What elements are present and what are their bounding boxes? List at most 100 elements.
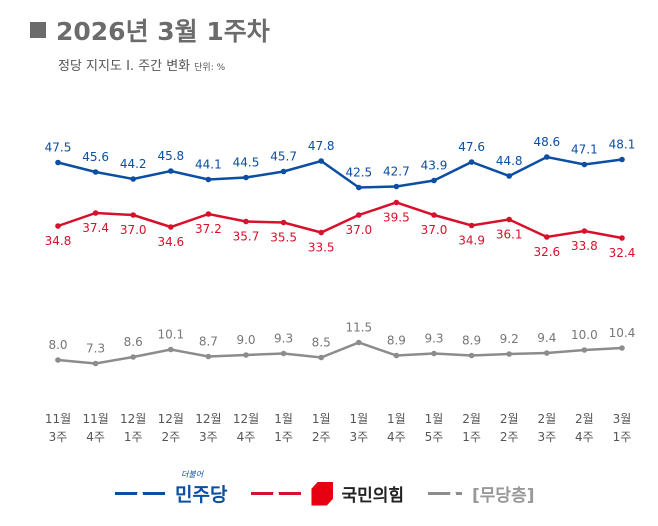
data-point — [318, 158, 325, 164]
data-label: 48.6 — [533, 135, 560, 149]
data-label: 37.2 — [195, 222, 222, 236]
legend-none: [무당층] — [428, 481, 534, 506]
x-tick-label: 12월 — [233, 412, 259, 426]
data-label: 44.1 — [195, 158, 222, 172]
data-point — [581, 228, 588, 234]
x-tick-label: 11월 — [82, 412, 108, 426]
data-label: 47.6 — [458, 140, 485, 154]
page-title: 2026년 3월 1주차 — [30, 12, 270, 48]
data-point — [431, 212, 437, 218]
data-point — [318, 354, 325, 361]
data-point — [468, 159, 475, 165]
x-tick-label: 3주 — [349, 430, 368, 444]
legend-dem-label: 민주당 — [175, 484, 228, 506]
legend-ppp: 국민의힘 — [251, 481, 404, 506]
data-label: 47.5 — [45, 141, 72, 155]
data-label: 47.1 — [571, 143, 598, 157]
x-tick-label: 3주 — [49, 430, 68, 444]
data-point — [168, 346, 174, 353]
x-tick-label: 3주 — [537, 430, 556, 444]
x-tick-label: 11월 — [45, 412, 71, 426]
x-tick-label: 2주 — [312, 430, 331, 444]
data-point — [393, 183, 400, 190]
data-point — [168, 224, 174, 230]
data-label: 8.6 — [124, 335, 143, 349]
data-label: 44.5 — [233, 156, 260, 170]
data-label: 9.0 — [236, 333, 255, 347]
data-point — [619, 345, 625, 351]
data-point — [55, 159, 61, 166]
data-label: 42.7 — [383, 165, 410, 179]
data-label: 37.4 — [82, 221, 109, 235]
x-tick-label: 1주 — [613, 430, 632, 444]
data-point — [468, 222, 475, 229]
x-tick-label: 3월 — [613, 412, 632, 426]
data-point — [356, 339, 362, 346]
data-point — [55, 223, 61, 229]
x-tick-label: 2주 — [500, 430, 519, 444]
data-label: 8.9 — [387, 334, 406, 348]
data-label: 42.5 — [345, 166, 372, 180]
data-point — [205, 353, 212, 360]
x-tick-label: 2월 — [500, 412, 519, 426]
x-tick-label: 4주 — [237, 430, 256, 444]
data-label: 35.5 — [270, 231, 297, 245]
data-label: 47.8 — [308, 139, 335, 153]
data-label: 44.2 — [120, 157, 147, 171]
data-point — [581, 161, 588, 168]
data-label: 9.4 — [537, 331, 556, 345]
dem-logo: 더불어 민주당 — [175, 470, 228, 507]
data-label: 34.8 — [45, 234, 72, 248]
data-label: 37.0 — [421, 223, 448, 237]
data-point — [581, 347, 588, 353]
none-line-icon — [428, 490, 463, 497]
data-label: 34.6 — [157, 235, 184, 249]
x-tick-label: 2월 — [575, 412, 594, 426]
data-point — [544, 234, 550, 240]
legend-dem: 더불어 민주당 — [115, 470, 228, 507]
subtitle-text: 정당 지지도 Ⅰ. 주간 변화 — [58, 59, 191, 74]
x-tick-label: 1주 — [274, 430, 293, 444]
data-label: 39.5 — [383, 211, 410, 225]
x-tick-label: 1주 — [462, 430, 481, 444]
data-label: 43.9 — [421, 159, 448, 173]
data-point — [393, 352, 400, 359]
data-point — [168, 168, 174, 174]
data-label: 37.0 — [120, 223, 147, 237]
data-label: 32.4 — [609, 246, 636, 260]
data-label: 8.5 — [312, 336, 331, 350]
data-point — [393, 199, 400, 206]
data-label: 9.3 — [274, 332, 293, 346]
data-point — [92, 169, 99, 175]
data-point — [318, 229, 325, 236]
data-label: 8.0 — [48, 338, 67, 352]
data-label: 37.0 — [345, 223, 372, 237]
x-tick-label: 2주 — [161, 430, 180, 444]
x-tick-label: 12월 — [195, 412, 221, 426]
data-label: 44.8 — [496, 154, 523, 168]
x-tick-label: 12월 — [120, 412, 146, 426]
legend: 더불어 민주당 국민의힘 [무당층] — [115, 470, 558, 507]
data-point — [356, 184, 362, 191]
data-label: 11.5 — [345, 321, 372, 335]
data-point — [544, 350, 550, 356]
x-tick-label: 2월 — [462, 412, 481, 426]
series-line-1 — [57, 201, 623, 240]
data-label: 10.4 — [609, 326, 636, 340]
series-line-0 — [57, 155, 623, 189]
unit-label: 단위: % — [194, 63, 226, 73]
x-tick-label: 12월 — [158, 412, 184, 426]
data-point — [280, 168, 287, 175]
data-label: 10.1 — [157, 328, 184, 342]
data-point — [243, 174, 249, 181]
data-label: 9.3 — [424, 332, 443, 346]
data-label: 34.9 — [458, 234, 485, 248]
data-label: 36.1 — [496, 228, 523, 242]
x-tick-label: 1월 — [274, 412, 293, 426]
data-label: 7.3 — [86, 342, 105, 356]
x-tick-label: 1월 — [312, 412, 331, 426]
ppp-logo-icon — [311, 481, 334, 506]
data-point — [468, 352, 475, 359]
data-point — [431, 177, 437, 184]
